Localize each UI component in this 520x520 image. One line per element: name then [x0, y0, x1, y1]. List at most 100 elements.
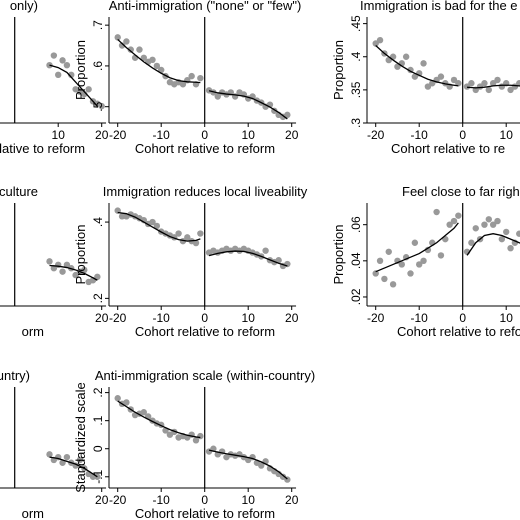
data-point — [59, 57, 66, 64]
data-point — [450, 217, 458, 225]
data-point — [507, 86, 514, 94]
panel-title: Anti-immigration scale (within-country) — [95, 368, 315, 383]
y-axis-label: Proportion — [331, 40, 346, 100]
data-point — [175, 230, 182, 237]
data-point — [50, 52, 58, 59]
x-tick-label: 0 — [459, 311, 466, 325]
data-point — [503, 228, 510, 236]
x-axis-label: orm — [22, 506, 44, 520]
data-point — [127, 46, 134, 53]
data-point — [411, 239, 419, 246]
fit-right-line — [49, 456, 98, 478]
data-point — [63, 61, 71, 69]
x-tick-label: 10 — [52, 128, 66, 142]
data-point — [184, 234, 191, 241]
data-point — [55, 71, 62, 79]
x-tick-label: -10 — [153, 311, 171, 325]
x-axis-label: orm — [22, 324, 44, 339]
data-point — [420, 257, 427, 265]
data-point — [262, 247, 269, 254]
data-point — [507, 244, 514, 252]
fit-right-line — [208, 90, 288, 120]
data-point — [46, 451, 53, 458]
panel-5: -20 -10 0 10 20 .2 .4 Immigration reduces local… — [73, 184, 308, 339]
panel-8: -20 -10 0 10 20 -.1 0 .1 .2 Anti-immigration scal… — [73, 368, 315, 520]
x-axis-label: Cohort relative to reform — [135, 506, 275, 520]
panel-2: -20 -10 0 10 20 .5 .6 .7 Anti-immigration ("none… — [73, 0, 301, 156]
data-point — [468, 239, 475, 246]
y-tick-label: .45 — [349, 15, 363, 32]
panel-7: 20 ss-country) orm — [0, 368, 109, 520]
data-point — [481, 80, 488, 87]
x-tick-label: 10 — [242, 128, 256, 142]
x-tick-label: 10 — [242, 493, 256, 507]
data-point — [72, 271, 79, 279]
data-point — [463, 83, 471, 90]
y-tick-label: .1 — [91, 415, 105, 425]
y-axis-label: Proportion — [331, 225, 346, 285]
data-point — [140, 54, 147, 61]
y-tick-label: .7 — [91, 20, 105, 30]
x-tick-label: 0 — [201, 128, 208, 142]
data-point — [284, 260, 291, 268]
data-point — [372, 40, 379, 47]
y-axis-label: Proportion — [73, 225, 88, 285]
panel-title: Anti-immigration ("none" or "few") — [109, 0, 302, 13]
data-point — [516, 80, 520, 87]
data-point — [472, 225, 479, 232]
panel-3: -20 -10 0 10 .3 .35 .4 .45 Immigration is bad fo… — [331, 0, 520, 156]
fit-right-line — [208, 449, 288, 480]
data-point — [424, 246, 432, 254]
y-tick-label: .5 — [91, 101, 105, 111]
y-tick-label: .04 — [349, 252, 363, 269]
x-tick-label: -20 — [109, 493, 127, 507]
y-tick-label: .2 — [91, 387, 105, 397]
fit-right-line — [49, 64, 98, 107]
data-point — [123, 38, 130, 45]
data-point — [381, 275, 388, 283]
data-point — [136, 46, 143, 53]
panel-6: -20 -10 0 10 .02 .04 .06 Feel close to far righ… — [331, 184, 520, 339]
data-point — [376, 257, 384, 265]
x-tick-label: 20 — [95, 311, 109, 325]
data-point — [81, 266, 88, 274]
data-point — [489, 80, 497, 87]
data-point — [498, 235, 506, 243]
data-point — [94, 273, 101, 281]
x-axis-label: Cohort relative to reform — [135, 324, 275, 339]
data-point — [376, 36, 384, 44]
y-tick-label: .4 — [349, 51, 363, 61]
x-tick-label: -10 — [153, 493, 171, 507]
data-point — [494, 76, 501, 84]
fit-left-line — [117, 400, 201, 439]
data-point — [420, 60, 427, 67]
y-axis-label: Standardized scale — [73, 382, 88, 493]
x-tick-label: 20 — [95, 128, 109, 142]
x-tick-label: 20 — [285, 128, 299, 142]
y-tick-label: .02 — [349, 288, 363, 305]
data-point — [197, 74, 204, 82]
fit-left-line — [117, 38, 201, 84]
y-axis-label: Proportion — [73, 40, 88, 100]
x-tick-label: -20 — [109, 128, 127, 142]
data-point — [385, 248, 392, 255]
data-point — [50, 265, 58, 272]
data-point — [389, 281, 397, 288]
fit-right-line — [466, 233, 520, 256]
fit-left-line — [375, 222, 459, 273]
data-point — [424, 83, 432, 90]
data-point — [149, 56, 156, 64]
data-point — [149, 218, 156, 226]
x-tick-label: -20 — [367, 311, 385, 325]
panel-title: Immigration is bad for the e — [360, 0, 518, 13]
x-tick-label: 0 — [201, 311, 208, 325]
data-point — [98, 102, 105, 110]
fit-right-line — [467, 84, 520, 89]
x-tick-label: 10 — [500, 128, 514, 142]
x-tick-label: 10 — [242, 311, 256, 325]
data-point — [481, 221, 488, 228]
data-point — [63, 261, 71, 268]
data-point — [59, 268, 66, 275]
data-point — [516, 230, 520, 237]
x-axis-label: Cohort relative to reform — [135, 141, 275, 156]
